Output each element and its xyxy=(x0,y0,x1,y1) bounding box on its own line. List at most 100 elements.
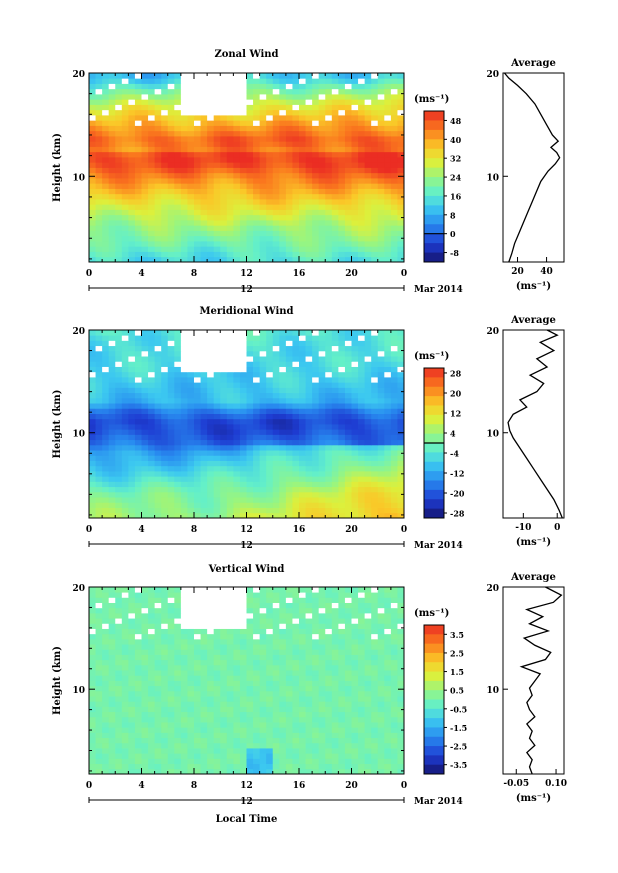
heatmap-cell xyxy=(95,444,103,451)
heatmap-cell xyxy=(141,450,149,456)
heatmap-cell xyxy=(259,403,267,409)
heatmap-cell xyxy=(226,83,234,90)
heatmap-cell xyxy=(141,680,149,687)
heatmap-cell xyxy=(102,444,110,451)
heatmap-cell xyxy=(220,633,228,640)
heatmap-cell xyxy=(338,716,346,723)
heatmap-cell xyxy=(338,178,346,184)
heatmap-cell xyxy=(259,696,267,702)
heatmap-cell xyxy=(167,476,175,482)
heatmap-cell xyxy=(338,670,346,676)
heatmap-cell xyxy=(121,241,129,247)
heatmap-cell xyxy=(174,737,182,744)
heatmap-cell xyxy=(200,649,208,655)
heatmap-cell xyxy=(220,455,228,461)
heatmap-cell xyxy=(364,230,372,237)
heatmap-cell xyxy=(187,690,195,697)
heatmap-cell xyxy=(292,246,300,252)
heatmap-cell xyxy=(239,397,247,404)
heatmap-cell xyxy=(325,130,333,137)
heatmap-cell xyxy=(299,345,306,352)
heatmap-cell xyxy=(246,151,254,158)
heatmap-cell xyxy=(141,193,149,200)
heatmap-cell xyxy=(108,638,116,645)
heatmap-cell xyxy=(331,649,339,655)
heatmap-cell xyxy=(200,115,208,121)
heatmap-cell xyxy=(358,654,366,661)
heatmap-cell xyxy=(331,497,339,503)
heatmap-cell xyxy=(213,711,221,718)
heatmap-cell xyxy=(207,178,215,184)
heatmap-cell xyxy=(128,685,136,692)
heatmap-cell xyxy=(397,644,405,650)
heatmap-cell xyxy=(299,638,306,645)
heatmap-cell xyxy=(305,455,313,461)
heatmap-cell xyxy=(220,151,228,158)
heatmap-cell xyxy=(115,727,123,733)
heatmap-cell xyxy=(95,397,103,404)
heatmap-cell xyxy=(226,188,234,195)
heatmap-cell xyxy=(174,418,182,425)
heatmap-cell xyxy=(312,330,320,336)
heatmap-cell xyxy=(128,220,136,226)
heatmap-cell xyxy=(272,701,280,707)
heatmap-cell xyxy=(233,387,241,394)
heatmap-cell xyxy=(292,418,300,425)
heatmap-cell xyxy=(239,507,247,514)
heatmap-cell xyxy=(95,727,103,733)
heatmap-cell xyxy=(299,115,306,121)
heatmap-cell xyxy=(253,444,261,451)
heatmap-cell xyxy=(246,146,254,153)
heatmap-cell xyxy=(213,392,221,399)
heatmap-cell xyxy=(187,397,195,404)
heatmap-cell xyxy=(338,455,346,461)
heatmap-cell xyxy=(351,246,359,252)
heatmap-cell xyxy=(213,356,221,362)
heatmap-cell xyxy=(331,162,339,168)
heatmap-cell xyxy=(95,104,103,111)
heatmap-cell xyxy=(207,209,215,216)
heatmap-cell xyxy=(220,83,228,90)
heatmap-cell xyxy=(364,768,372,775)
heatmap-cell xyxy=(194,418,201,425)
heatmap-cell xyxy=(338,167,346,174)
heatmap-cell xyxy=(154,256,162,263)
heatmap-cell xyxy=(141,737,149,744)
heatmap-cell xyxy=(292,706,300,713)
heatmap-cell xyxy=(207,220,215,226)
heatmap-cell xyxy=(292,638,300,645)
heatmap-cell xyxy=(174,670,182,676)
heatmap-cell xyxy=(266,172,274,179)
heatmap-cell xyxy=(305,204,313,210)
heatmap-cell xyxy=(331,424,339,430)
heatmap-cell xyxy=(312,397,320,404)
heatmap-cell xyxy=(358,439,366,446)
heatmap-cell xyxy=(377,397,385,404)
heatmap-cell xyxy=(259,204,267,210)
heatmap-cell xyxy=(325,220,333,226)
heatmap-cell xyxy=(344,497,352,503)
heatmap-cell xyxy=(364,178,372,184)
heatmap-cell xyxy=(331,392,339,399)
heatmap-cell xyxy=(351,471,359,477)
heatmap-cell xyxy=(253,675,261,681)
heatmap-cell xyxy=(364,183,372,189)
heatmap-cell xyxy=(148,99,156,105)
heatmap-cell xyxy=(266,701,274,707)
heatmap-cell xyxy=(279,680,287,687)
heatmap-cell xyxy=(187,120,195,126)
heatmap-cell xyxy=(226,491,234,498)
heatmap-cell xyxy=(167,418,175,425)
heatmap-cell xyxy=(377,172,385,179)
heatmap-cell xyxy=(115,737,123,744)
heatmap-cell xyxy=(272,377,280,383)
heatmap-cell xyxy=(115,115,123,121)
colorbar-band xyxy=(424,405,444,416)
heatmap-cell xyxy=(200,146,208,153)
heatmap-cell xyxy=(377,748,385,754)
heatmap-cell xyxy=(318,439,326,446)
heatmap-cell xyxy=(397,450,405,456)
heatmap-cell xyxy=(272,387,280,394)
heatmap-cell xyxy=(115,732,123,739)
heatmap-cell xyxy=(358,350,366,357)
